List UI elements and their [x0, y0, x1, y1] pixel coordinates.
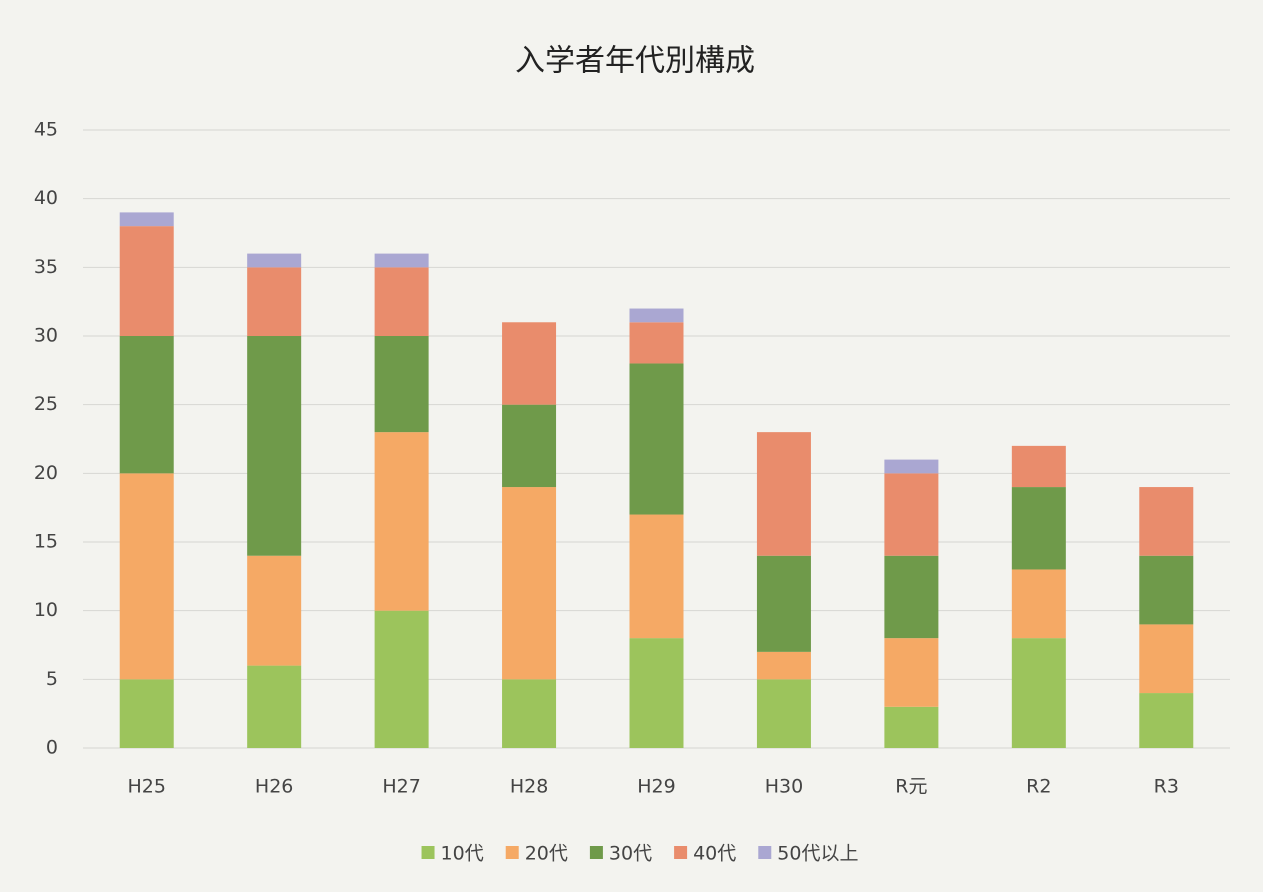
y-tick-label: 0 — [46, 737, 58, 759]
y-tick-label: 20 — [34, 462, 58, 484]
y-tick-label: 5 — [46, 668, 58, 690]
x-tick-label: H26 — [255, 776, 293, 798]
chart-title: 入学者年代別構成 — [515, 44, 755, 79]
bar-segment — [884, 459, 939, 474]
y-tick-label: 15 — [34, 531, 58, 553]
y-tick-label: 40 — [34, 187, 58, 209]
bar-segment — [1139, 624, 1194, 694]
legend-label: 30代 — [609, 843, 652, 865]
y-tick-label: 35 — [34, 256, 58, 278]
bar-segment — [1139, 555, 1194, 625]
bar-segment — [884, 706, 939, 748]
bar-segment — [374, 432, 429, 611]
bar-segment — [1011, 487, 1066, 570]
x-tick-label: H30 — [765, 776, 803, 798]
bar-segment — [756, 651, 811, 680]
legend-swatch — [505, 846, 519, 859]
bar-segment — [247, 253, 302, 268]
bar-segment — [1011, 445, 1066, 488]
bar-segment — [374, 610, 429, 748]
legend-label: 20代 — [525, 843, 568, 865]
bar-segment — [374, 336, 429, 433]
y-tick-label: 30 — [34, 325, 58, 347]
legend-label: 50代以上 — [777, 843, 858, 865]
x-tick-label: R元 — [895, 776, 927, 798]
x-tick-label: R2 — [1026, 776, 1051, 798]
y-tick-label: 10 — [34, 599, 58, 621]
bar-segment — [629, 638, 684, 748]
legend-swatch — [421, 846, 435, 859]
x-tick-label: R3 — [1154, 776, 1179, 798]
bar-segment — [502, 404, 557, 488]
bar-segment — [1139, 693, 1194, 748]
bar-segment — [629, 308, 684, 323]
bar-segment — [247, 665, 302, 748]
bar-segment — [247, 336, 302, 556]
bar-segment — [119, 336, 174, 474]
bar-segment — [1011, 569, 1066, 639]
bar-segment — [756, 555, 811, 652]
bar-segment — [756, 432, 811, 556]
legend-swatch — [674, 846, 688, 859]
x-tick-label: H28 — [510, 776, 548, 798]
bar-segment — [1139, 487, 1194, 556]
bar-segment — [502, 322, 557, 405]
legend-label: 10代 — [441, 843, 484, 865]
legend-swatch — [589, 846, 603, 859]
bar-segment — [756, 679, 811, 748]
bar-segment — [119, 473, 174, 680]
bar-segment — [119, 679, 174, 748]
bar-segment — [1011, 638, 1066, 748]
legend-label: 40代 — [693, 843, 736, 865]
bar-segment — [247, 267, 302, 336]
y-tick-label: 25 — [34, 393, 58, 415]
bar-segment — [374, 267, 429, 336]
legend-swatch — [758, 846, 772, 859]
bar-segment — [247, 555, 302, 666]
bar-segment — [502, 679, 557, 748]
bar-segment — [629, 363, 684, 515]
bar-segment — [374, 253, 429, 268]
bar-segment — [884, 638, 939, 707]
x-tick-label: H25 — [127, 776, 165, 798]
y-tick-label: 45 — [34, 119, 58, 141]
bar-segment — [119, 226, 174, 336]
bar-segment — [502, 487, 557, 680]
bar-segment — [629, 322, 684, 364]
bar-segment — [884, 473, 939, 556]
x-tick-label: H29 — [637, 776, 675, 798]
bar-segment — [629, 514, 684, 639]
bar-segment — [884, 555, 939, 639]
x-tick-label: H27 — [382, 776, 420, 798]
bar-segment — [119, 212, 174, 227]
